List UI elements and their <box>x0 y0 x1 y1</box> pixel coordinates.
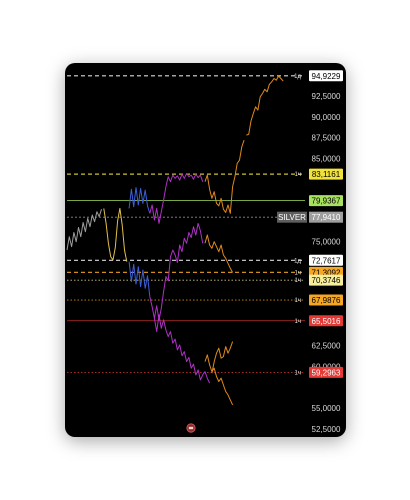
level-timeframe-label: 1ч <box>295 270 301 276</box>
price-series-line <box>153 314 211 384</box>
price-series-line <box>204 234 234 273</box>
level-timeframe-label: 1ч <box>295 298 301 304</box>
level-price-tag <box>309 168 343 180</box>
price-series-line <box>204 139 245 214</box>
level-price-tag <box>309 294 343 306</box>
price-series-line <box>128 187 151 214</box>
chart-card: 92,5000 90,0000 87,5000 85,0000 75,0000 62,50… <box>65 63 346 437</box>
level-price-text: 70,3746 <box>312 276 341 285</box>
price-series-line <box>211 341 234 374</box>
level-price-text: 59,2963 <box>312 368 341 377</box>
current-price-tag <box>309 211 343 223</box>
price-chart: 92,5000 90,0000 87,5000 85,0000 75,0000 62,50… <box>66 70 343 434</box>
current-price-text: 77,9410 <box>312 213 341 222</box>
symbol-text: SILVER <box>278 213 306 222</box>
axis-tick-label: 85,0000 <box>312 154 341 163</box>
level-timeframe-label: 1ч <box>295 370 301 376</box>
axis-tick-label: 62,5000 <box>312 342 341 351</box>
price-series-line <box>149 222 204 321</box>
level-timeframe-label: 1ч <box>295 278 301 284</box>
level-price-text: 71,3092 <box>312 268 341 277</box>
axis-tick-label: 75,0000 <box>312 238 341 247</box>
level-price-tag <box>309 274 343 286</box>
level-labels: 94,9229 1д 83,1161 1ч 79,9367 72,7617 1д 71,309… <box>277 70 343 378</box>
price-series-line <box>66 209 102 251</box>
price-series-line <box>204 354 234 406</box>
level-price-text: 94,9229 <box>312 72 341 81</box>
price-series-line <box>149 172 204 224</box>
price-series-line <box>128 261 151 297</box>
level-price-text: 83,1161 <box>312 170 341 179</box>
axis-tick-label: 90,0000 <box>312 113 341 122</box>
axis-tick-label: 87,5000 <box>312 134 341 143</box>
axis-tick-label: 55,0000 <box>312 404 341 413</box>
level-timeframe-label: 1д <box>294 258 301 264</box>
level-price-text: 65,5016 <box>312 317 341 326</box>
price-series-line <box>103 207 128 262</box>
level-timeframe-label: 1ч <box>295 319 301 325</box>
price-series-line <box>246 75 284 136</box>
level-price-tag <box>309 315 343 327</box>
level-timeframe-label: 1д <box>294 74 301 80</box>
level-price-tag <box>309 254 343 266</box>
level-lines <box>67 75 305 373</box>
level-price-tag <box>309 70 343 82</box>
level-price-tag <box>309 195 343 207</box>
level-price-tag <box>309 366 343 378</box>
level-timeframe-label: 1ч <box>295 172 301 178</box>
chart-badge-icon[interactable] <box>186 423 196 433</box>
symbol-tag <box>277 211 307 223</box>
axis-tick-label: 52,5000 <box>312 425 341 434</box>
level-price-text: 72,7617 <box>312 256 341 265</box>
axis-tick-label: 92,5000 <box>312 92 341 101</box>
level-price-text: 67,9876 <box>312 296 341 305</box>
price-series <box>66 75 284 406</box>
level-price-text: 79,9367 <box>312 197 341 206</box>
